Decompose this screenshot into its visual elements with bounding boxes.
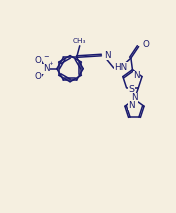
- Text: N: N: [43, 64, 49, 73]
- Text: N: N: [104, 50, 110, 60]
- Text: N: N: [133, 71, 140, 80]
- Text: N: N: [131, 93, 138, 102]
- Text: HN: HN: [115, 63, 128, 72]
- Text: N: N: [128, 101, 134, 110]
- Text: +: +: [48, 61, 53, 66]
- Text: −: −: [43, 54, 48, 60]
- Text: CH₃: CH₃: [73, 38, 86, 44]
- Text: O: O: [35, 56, 42, 65]
- Text: S: S: [129, 85, 135, 94]
- Text: O: O: [143, 40, 149, 49]
- Text: O: O: [35, 72, 42, 81]
